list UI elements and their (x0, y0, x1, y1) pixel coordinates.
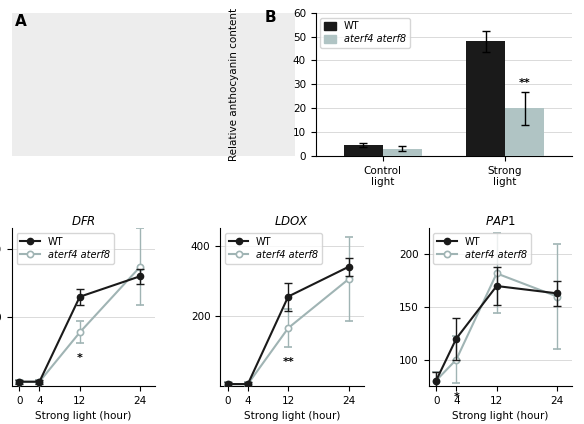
Legend: WT, aterf4 aterf8: WT, aterf4 aterf8 (16, 233, 114, 264)
X-axis label: Strong light (hour): Strong light (hour) (452, 411, 548, 421)
Legend: WT, aterf4 aterf8: WT, aterf4 aterf8 (225, 233, 322, 264)
Legend: WT, aterf4 aterf8: WT, aterf4 aterf8 (433, 233, 530, 264)
Text: B: B (265, 10, 276, 25)
Y-axis label: Relative anthocyanin content: Relative anthocyanin content (228, 8, 239, 161)
Text: *: * (77, 353, 83, 363)
Text: **: ** (519, 78, 530, 88)
Bar (383, 149, 422, 156)
Title: $\it{LDOX}$: $\it{LDOX}$ (274, 215, 310, 228)
X-axis label: Strong light (hour): Strong light (hour) (244, 411, 340, 421)
Text: A: A (15, 14, 26, 29)
X-axis label: Strong light (hour): Strong light (hour) (36, 411, 132, 421)
Bar (466, 42, 505, 156)
Bar (344, 145, 383, 156)
Title: $\it{PAP1}$: $\it{PAP1}$ (485, 215, 516, 228)
Title: $\it{DFR}$: $\it{DFR}$ (71, 215, 96, 228)
Text: **: ** (282, 357, 294, 367)
Bar (505, 108, 544, 156)
Text: *: * (453, 392, 459, 402)
Legend: WT, aterf4 aterf8: WT, aterf4 aterf8 (321, 17, 410, 48)
